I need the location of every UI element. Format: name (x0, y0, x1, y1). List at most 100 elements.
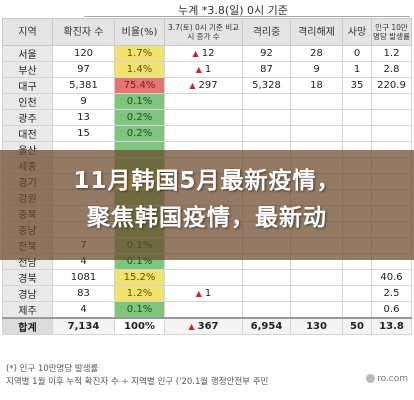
cell-incidence: 0.6 (371, 301, 412, 319)
cell-released (290, 285, 343, 302)
cell-region: 대구 (2, 77, 53, 94)
cell-ratio: 1.7% (114, 45, 165, 62)
watermark: ro.com (366, 374, 408, 384)
cell-incidence: 1.2 (371, 45, 412, 62)
cell-isolated (242, 285, 291, 302)
cell-released: 28 (290, 45, 343, 62)
title-banner (0, 150, 414, 260)
cell-isolated (242, 301, 291, 319)
caption-divider (84, 16, 410, 17)
cell-incidence: 13.8 (371, 317, 412, 335)
cell-ratio: 1.4% (114, 61, 165, 78)
footnote-heading: (*) 인구 10만명당 발생률 (6, 364, 99, 374)
cell-deaths (342, 269, 372, 286)
table-row: 광주 13 0.2% (2, 109, 412, 126)
header-ratio: 비율(%) (114, 18, 165, 46)
footnote-text: 지역별 1월 이후 누적 확진자 수 ÷ 지역별 인구 ('20.1월 행정안전… (6, 377, 269, 387)
cell-released (290, 269, 343, 286)
cell-delta: ▲ 367 (164, 317, 243, 335)
cell-incidence: 2.5 (371, 285, 412, 302)
cell-incidence (371, 109, 412, 126)
cell-cases: 9 (52, 93, 115, 110)
table-row: 제주 4 0.1% 0.6 (2, 301, 412, 319)
header-deaths: 사망 (342, 18, 372, 46)
cell-incidence: 220.9 (371, 77, 412, 94)
table-row: 경북 1081 15.2% 40.6 (2, 269, 412, 286)
cell-cases: 97 (52, 61, 115, 78)
delta-value: 367 (197, 321, 219, 332)
cell-isolated: 87 (242, 61, 291, 78)
cell-released: 9 (290, 61, 343, 78)
cell-ratio: 1.2% (114, 285, 165, 302)
table-total-row: 합계 7,134 100% ▲ 367 6,954 130 50 13.8 (2, 317, 412, 335)
cell-deaths (342, 125, 372, 142)
cell-region: 경북 (2, 269, 53, 286)
increase-arrow-icon: ▲ (195, 65, 202, 74)
header-isolated: 격리중 (242, 18, 291, 46)
header-incidence: 인구 10만명당 발생률 (371, 18, 412, 46)
cell-delta: ▲ 1 (164, 61, 243, 78)
cell-deaths (342, 109, 372, 126)
delta-value: 12 (201, 48, 215, 59)
cell-deaths (342, 301, 372, 319)
cell-deaths: 0 (342, 45, 372, 62)
cell-cases: 7,134 (52, 317, 115, 335)
cell-released: 18 (290, 77, 343, 94)
header-delta: 3.7(토) 0시 기준 비교 시 증가 수 (164, 18, 243, 46)
cell-ratio: 0.2% (114, 125, 165, 142)
cell-cases: 1081 (52, 269, 115, 286)
cell-isolated (242, 93, 291, 110)
cell-region: 합계 (2, 317, 53, 335)
cell-cases: 4 (52, 301, 115, 319)
cell-region: 인천 (2, 93, 53, 110)
increase-arrow-icon: ▲ (188, 322, 195, 331)
cell-released (290, 125, 343, 142)
watermark-logo-icon (366, 374, 376, 383)
cell-released (290, 301, 343, 319)
cell-region: 광주 (2, 109, 53, 126)
table-row: 부산 97 1.4% ▲ 1 87 9 1 2.8 (2, 61, 412, 78)
cell-incidence: 2.8 (371, 61, 412, 78)
cell-isolated: 92 (242, 45, 291, 62)
cell-incidence (371, 93, 412, 110)
cell-region: 부산 (2, 61, 53, 78)
cell-ratio: 100% (114, 317, 165, 335)
cell-isolated: 6,954 (242, 317, 291, 335)
cell-deaths: 1 (342, 61, 372, 78)
cell-isolated: 5,328 (242, 77, 291, 94)
header-cases: 확진자 수 (52, 18, 115, 46)
table-row: 대전 15 0.2% (2, 125, 412, 142)
cell-region: 서울 (2, 45, 53, 62)
cell-deaths: 50 (342, 317, 372, 335)
delta-value: 1 (204, 64, 212, 75)
table-row: 인천 9 0.1% (2, 93, 412, 110)
cell-delta (164, 109, 243, 126)
watermark-text: ro.com (377, 374, 408, 384)
cell-delta (164, 93, 243, 110)
cell-released: 130 (290, 317, 343, 335)
cell-delta: ▲ 1 (164, 285, 243, 302)
cell-cases: 83 (52, 285, 115, 302)
cell-released (290, 109, 343, 126)
cell-cases: 5,381 (52, 77, 115, 94)
cell-cases: 120 (52, 45, 115, 62)
cell-isolated (242, 269, 291, 286)
cell-delta (164, 301, 243, 319)
cell-region: 경남 (2, 285, 53, 302)
cell-isolated (242, 109, 291, 126)
cell-ratio: 75.4% (114, 77, 165, 94)
table-row: 경남 83 1.2% ▲ 1 2.5 (2, 285, 412, 302)
cell-ratio: 0.2% (114, 109, 165, 126)
header-released: 격리해제 (290, 18, 343, 46)
increase-arrow-icon: ▲ (195, 289, 202, 298)
cell-incidence: 40.6 (371, 269, 412, 286)
cell-incidence (371, 125, 412, 142)
delta-value: 297 (198, 80, 218, 91)
cell-deaths: 35 (342, 77, 372, 94)
cell-released (290, 93, 343, 110)
cell-delta (164, 269, 243, 286)
cell-cases: 13 (52, 109, 115, 126)
banner-title: 11月韩国5月最新疫情， 聚焦韩国疫情，最新动 (73, 168, 341, 231)
table-row: 대구 5,381 75.4% ▲ 297 5,328 18 35 220.9 (2, 77, 412, 94)
